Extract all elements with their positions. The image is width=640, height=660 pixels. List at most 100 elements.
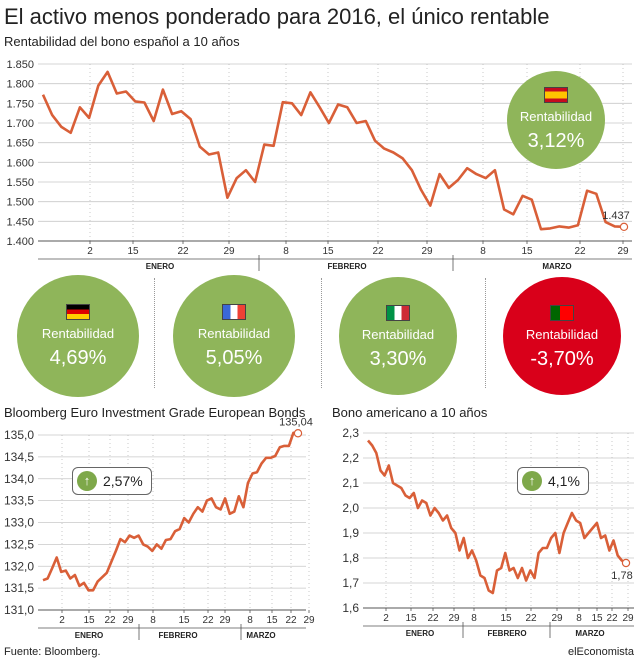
x-tick-label: 22 (104, 615, 116, 626)
y-tick-label: 1.600 (6, 157, 34, 169)
france-yield-label: Rentabilidad (197, 326, 271, 341)
germany-yield-value: 4,69% (49, 347, 107, 369)
italy-yield-label: Rentabilidad (361, 327, 435, 342)
spain-yield-circle: Rentabilidad 3,12% (507, 71, 605, 169)
y-tick-label: 1.550 (6, 177, 34, 189)
x-tick-label: 2 (59, 615, 65, 626)
y-tick-label: 1.450 (6, 216, 34, 228)
euro-bonds-callout: ↑ 2,57% (72, 467, 152, 495)
x-tick-label: 8 (576, 613, 582, 624)
y-tick-label: 2,1 (342, 476, 359, 490)
us-bond-callout-value: 4,1% (548, 473, 580, 489)
month-label: ENERO (146, 262, 174, 271)
portugal-flag-icon (550, 305, 574, 321)
x-tick-label: 29 (551, 613, 563, 624)
separator (321, 278, 322, 388)
end-value-label: 1.437 (602, 210, 630, 222)
month-label: ENERO (75, 631, 103, 640)
x-tick-label: 29 (448, 613, 460, 624)
x-tick-label: 22 (427, 613, 439, 624)
y-tick-label: 132,0 (4, 559, 34, 573)
y-tick-label: 131,5 (4, 581, 34, 595)
spain-yield-label: Rentabilidad (519, 109, 593, 124)
y-tick-label: 1,8 (342, 551, 359, 565)
x-tick-label: 29 (617, 246, 629, 257)
x-tick-label: 2 (87, 246, 93, 257)
y-tick-label: 1,9 (342, 526, 359, 540)
portugal-yield-circle: Rentabilidad -3,70% (503, 277, 621, 395)
y-tick-label: 133,0 (4, 516, 34, 530)
x-tick-label: 29 (622, 613, 634, 624)
y-tick-label: 1,6 (342, 601, 359, 615)
end-point-marker (619, 222, 629, 232)
x-tick-label: 29 (421, 246, 433, 257)
x-tick-label: 15 (266, 615, 278, 626)
x-tick-label: 22 (525, 613, 537, 624)
germany-yield-label: Rentabilidad (41, 326, 115, 341)
france-yield-value: 5,05% (205, 347, 263, 369)
x-tick-label: 8 (283, 246, 289, 257)
up-arrow-icon: ↑ (77, 471, 97, 491)
italy-yield-value: 3,30% (369, 348, 427, 370)
x-tick-label: 22 (202, 615, 214, 626)
month-label: FEBRERO (487, 629, 526, 638)
y-tick-label: 1,7 (342, 576, 359, 590)
portugal-yield-label: Rentabilidad (525, 327, 599, 342)
y-tick-label: 134,5 (4, 450, 34, 464)
y-tick-label: 2,3 (342, 426, 359, 440)
series-line (42, 431, 299, 592)
germany-flag-icon (66, 304, 90, 320)
y-tick-label: 1.750 (6, 98, 34, 110)
y-tick-label: 132,5 (4, 537, 34, 551)
source-note: Fuente: Bloomberg. (4, 646, 101, 658)
x-tick-label: 29 (223, 246, 235, 257)
y-tick-label: 2,0 (342, 501, 359, 515)
x-tick-label: 29 (122, 615, 134, 626)
x-tick-label: 15 (127, 246, 139, 257)
y-tick-label: 1.650 (6, 138, 34, 150)
x-tick-label: 29 (303, 615, 315, 626)
y-tick-label: 131,0 (4, 603, 34, 617)
spain-yield-value: 3,12% (527, 130, 585, 152)
italy-flag-icon (386, 305, 410, 321)
x-tick-label: 15 (500, 613, 512, 624)
series-line (367, 439, 627, 595)
x-tick-label: 22 (285, 615, 297, 626)
us-bond-callout: ↑ 4,1% (517, 467, 589, 495)
euro-bonds-callout-value: 2,57% (103, 473, 143, 489)
up-arrow-icon: ↑ (522, 471, 542, 491)
us-bond-title: Bono americano a 10 años (332, 405, 488, 420)
page-title: El activo menos ponderado para 2016, el … (4, 4, 550, 29)
x-tick-label: 15 (591, 613, 603, 624)
end-point-marker (293, 429, 303, 438)
euro-bonds-title: Bloomberg Euro Investment Grade European… (4, 405, 306, 420)
y-tick-label: 1.500 (6, 197, 34, 209)
y-tick-label: 1.400 (6, 236, 34, 248)
y-tick-label: 1.800 (6, 79, 34, 91)
spain-flag-icon (544, 87, 568, 103)
x-tick-label: 15 (83, 615, 95, 626)
separator (485, 278, 486, 388)
france-yield-circle: Rentabilidad 5,05% (173, 275, 295, 397)
separator (154, 278, 155, 388)
x-tick-label: 22 (606, 613, 618, 624)
y-tick-label: 135,0 (4, 428, 34, 442)
y-tick-label: 1.700 (6, 118, 34, 130)
month-label: MARZO (542, 262, 571, 271)
y-tick-label: 2,2 (342, 451, 359, 465)
x-tick-label: 8 (247, 615, 253, 626)
month-label: MARZO (575, 629, 604, 638)
y-tick-label: 133,5 (4, 494, 34, 508)
y-tick-label: 134,0 (4, 472, 34, 486)
series-line (41, 70, 625, 231)
x-tick-label: 22 (574, 246, 586, 257)
x-tick-label: 8 (480, 246, 486, 257)
month-label: ENERO (406, 629, 434, 638)
month-label: FEBRERO (158, 631, 197, 640)
france-flag-icon (222, 304, 246, 320)
portugal-yield-value: -3,70% (530, 348, 594, 370)
x-tick-label: 15 (322, 246, 334, 257)
x-tick-label: 29 (219, 615, 231, 626)
x-tick-label: 22 (177, 246, 189, 257)
